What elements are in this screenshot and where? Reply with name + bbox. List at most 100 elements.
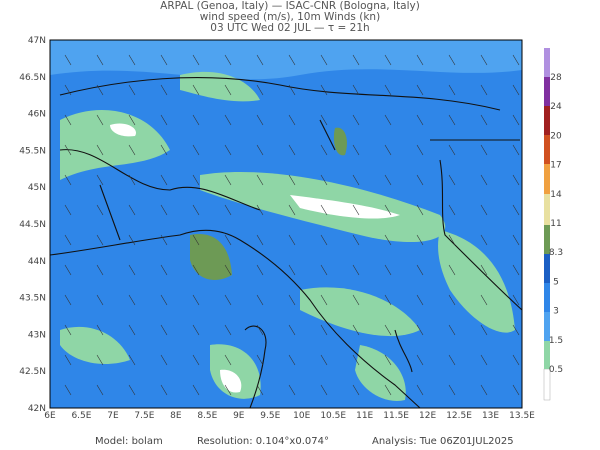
- wind-barb: [192, 264, 200, 276]
- wind-barb: [480, 84, 488, 96]
- wind-barb: [64, 174, 72, 186]
- wind-barb: [352, 144, 360, 156]
- wind-barb: [256, 384, 264, 396]
- wind-barb: [320, 264, 328, 276]
- wind-barb: [448, 144, 456, 156]
- wind-barb: [320, 144, 328, 156]
- wind-barb: [448, 54, 456, 66]
- lon-label: 13.5E: [509, 411, 535, 421]
- wind-barb: [480, 54, 488, 66]
- wind-barb: [96, 384, 104, 396]
- wind-barb: [192, 54, 200, 66]
- wind-barb: [288, 54, 296, 66]
- lat-label: 45N: [28, 183, 46, 193]
- wind-barb: [96, 204, 104, 216]
- wind-barb: [192, 174, 200, 186]
- footer-resolution: Resolution: 0.104°x0.074°: [197, 436, 329, 447]
- wind-barb: [288, 324, 296, 336]
- colorbar-label: 3: [553, 307, 559, 317]
- lon-label: 10.5E: [320, 411, 346, 421]
- wind-barb: [448, 204, 456, 216]
- wind-barb: [192, 354, 200, 366]
- wind-barb: [320, 174, 328, 186]
- wind-barb: [512, 54, 520, 66]
- wind-barb: [64, 84, 72, 96]
- wind-barb: [512, 354, 520, 366]
- wind-barb: [224, 354, 232, 366]
- wind-barb: [224, 294, 232, 306]
- wind-barb: [288, 354, 296, 366]
- wind-barb: [416, 204, 424, 216]
- wind-barb: [64, 54, 72, 66]
- footer-model: Model: bolam: [95, 436, 163, 447]
- wind-barb: [512, 324, 520, 336]
- wind-barb: [64, 114, 72, 126]
- wind-barb: [416, 84, 424, 96]
- wind-barb: [160, 84, 168, 96]
- wind-barb: [64, 144, 72, 156]
- wind-barb: [448, 174, 456, 186]
- colorbar-label: 8.3: [549, 248, 563, 258]
- colorbar: [543, 48, 551, 401]
- wind-barb: [288, 264, 296, 276]
- wind-barb: [480, 324, 488, 336]
- wind-barb: [448, 384, 456, 396]
- wind-barb: [160, 294, 168, 306]
- wind-barb: [480, 234, 488, 246]
- colorbar-label: 20: [550, 131, 562, 141]
- colorbar-label: 14: [550, 190, 562, 200]
- lat-label: 46.5N: [19, 73, 46, 83]
- wind-barb: [320, 384, 328, 396]
- wind-barb: [256, 354, 264, 366]
- wind-barb: [192, 324, 200, 336]
- wind-barb: [480, 114, 488, 126]
- wind-barb: [352, 234, 360, 246]
- wind-barb: [192, 294, 200, 306]
- wind-barb: [416, 144, 424, 156]
- wind-barb: [64, 264, 72, 276]
- wind-barb: [352, 324, 360, 336]
- lon-label: 9.5E: [260, 411, 280, 421]
- wind-barb: [512, 264, 520, 276]
- wind-barb: [320, 114, 328, 126]
- wind-barb: [416, 174, 424, 186]
- wind-barb: [64, 354, 72, 366]
- wind-barb: [512, 144, 520, 156]
- wind-barb: [224, 144, 232, 156]
- lat-label: 44.5N: [19, 220, 46, 230]
- lon-label: 10E: [293, 411, 310, 421]
- lon-label: 6E: [44, 411, 56, 421]
- header-line: wind speed (m/s), 10m Winds (kn): [200, 11, 380, 23]
- lon-label: 9E: [233, 411, 245, 421]
- wind-barb: [512, 204, 520, 216]
- wind-barb: [96, 84, 104, 96]
- wind-barb: [288, 84, 296, 96]
- wind-barb: [128, 264, 136, 276]
- wind-barb: [160, 204, 168, 216]
- wind-barb: [352, 354, 360, 366]
- wind-barb: [512, 174, 520, 186]
- lat-label: 47N: [28, 36, 46, 46]
- wind-barb: [256, 84, 264, 96]
- lon-label: 8.5E: [197, 411, 217, 421]
- wind-barb: [224, 324, 232, 336]
- colorbar-label: 24: [550, 102, 562, 112]
- wind-barb: [384, 294, 392, 306]
- wind-barb: [256, 144, 264, 156]
- wind-barb: [96, 54, 104, 66]
- wind-barb: [448, 264, 456, 276]
- lat-label: 46N: [28, 110, 46, 120]
- wind-barb: [224, 264, 232, 276]
- wind-barb: [416, 354, 424, 366]
- wind-barb: [224, 174, 232, 186]
- wind-barb: [448, 324, 456, 336]
- wind-barb: [384, 54, 392, 66]
- wind-barb: [256, 174, 264, 186]
- wind-barb: [256, 294, 264, 306]
- lat-label: 42.5N: [19, 367, 46, 377]
- wind-barb: [288, 234, 296, 246]
- wind-barb: [352, 114, 360, 126]
- wind-barb: [96, 114, 104, 126]
- wind-barb: [384, 114, 392, 126]
- wind-barb: [480, 294, 488, 306]
